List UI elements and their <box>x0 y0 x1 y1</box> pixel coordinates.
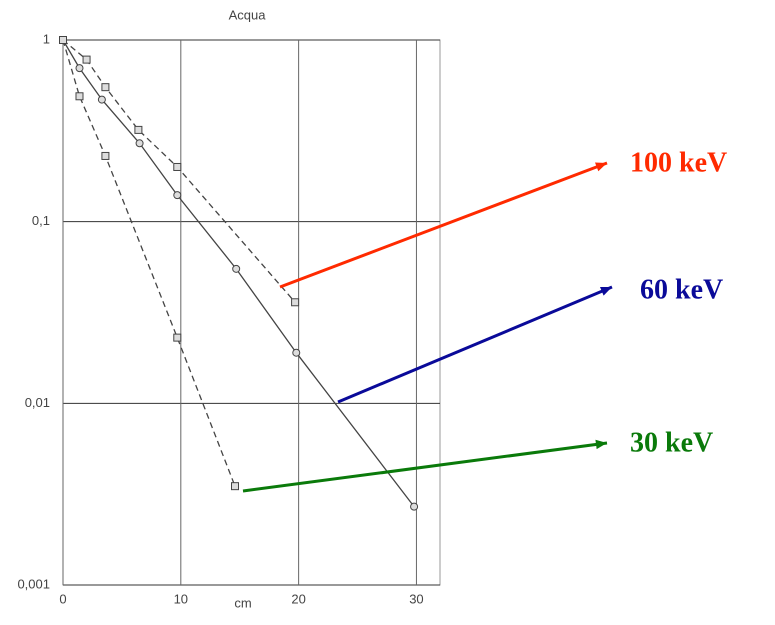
point <box>97 95 106 104</box>
x-tick-label: 0 <box>59 591 66 606</box>
y-tick-label: 0,1 <box>32 213 50 228</box>
series-line <box>62 39 296 303</box>
point <box>134 125 143 134</box>
arrow-head <box>595 439 607 450</box>
y-tick-label: 1 <box>43 31 50 46</box>
arrow-head <box>595 162 607 172</box>
series-line <box>62 39 236 487</box>
series-line <box>62 39 415 508</box>
point <box>173 162 182 171</box>
legend-label: 100 keV <box>630 147 727 178</box>
point <box>173 333 182 342</box>
y-tick-label: 0,01 <box>25 395 50 410</box>
point <box>232 264 241 273</box>
legend-label: 60 keV <box>640 274 723 305</box>
arrow-head <box>600 286 612 296</box>
legend-arrow <box>279 161 608 289</box>
point <box>82 55 91 64</box>
x-axis-label: cm <box>234 595 251 610</box>
legend-arrow <box>242 441 608 493</box>
point <box>231 482 240 491</box>
point <box>59 36 67 44</box>
point <box>101 151 110 160</box>
x-tick-label: 30 <box>409 591 423 606</box>
x-tick-label: 10 <box>174 591 188 606</box>
point <box>135 139 144 148</box>
x-tick-label: 20 <box>291 591 305 606</box>
point <box>101 83 110 92</box>
point <box>75 64 84 73</box>
chart-title: Acqua <box>229 7 267 22</box>
y-tick-label: 0,001 <box>17 576 50 591</box>
point <box>291 298 300 307</box>
point <box>410 502 419 511</box>
point <box>173 191 182 200</box>
legend-arrow <box>337 285 613 404</box>
point <box>292 348 301 357</box>
point <box>75 92 84 101</box>
legend-label: 30 keV <box>630 427 713 458</box>
plot-frame <box>62 39 441 586</box>
